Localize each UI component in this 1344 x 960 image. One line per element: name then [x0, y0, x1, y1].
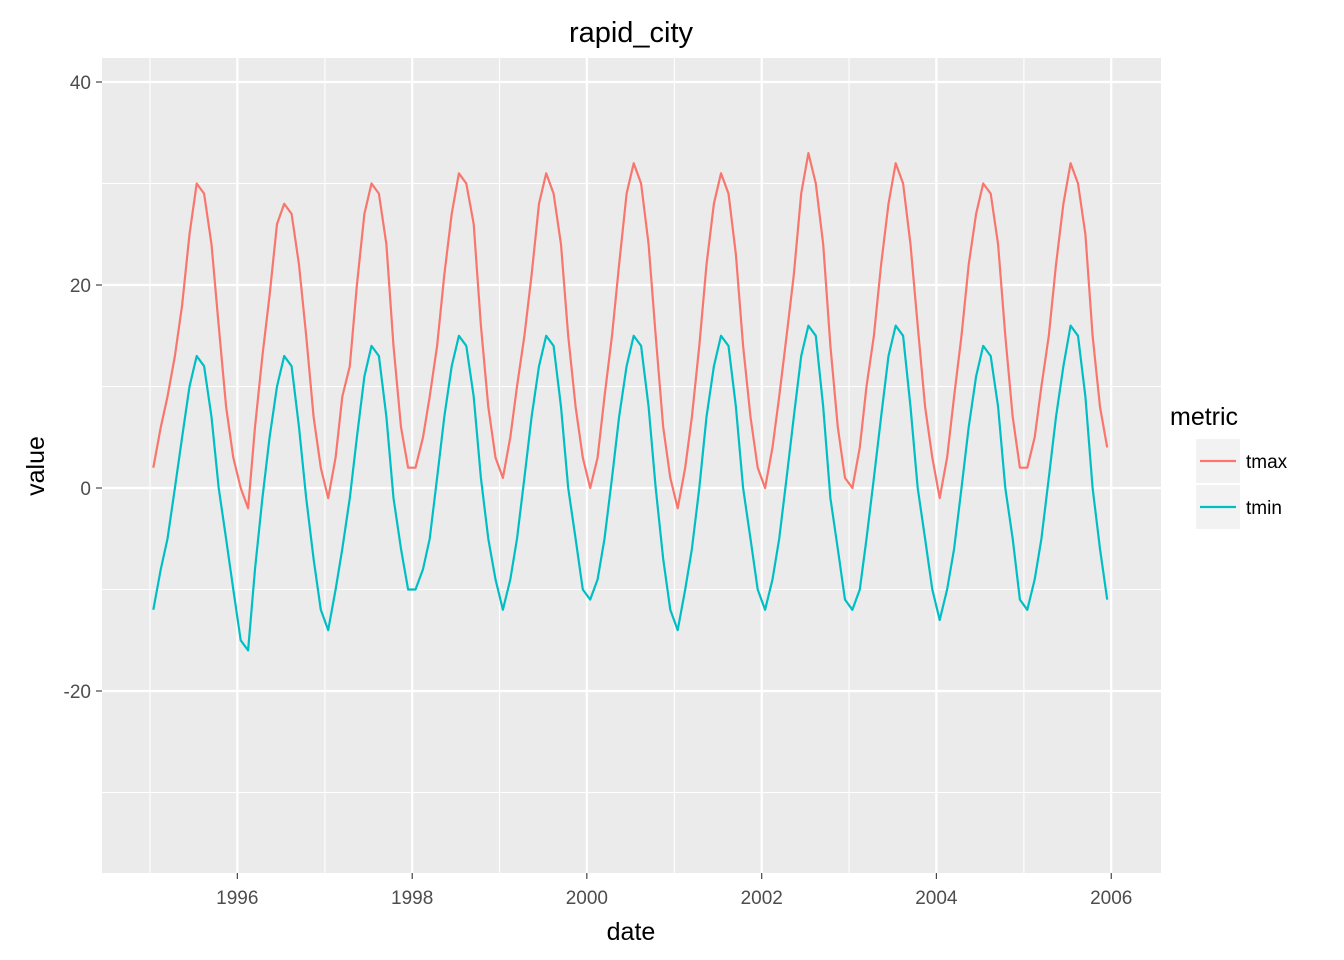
series-line-tmin — [152, 324, 1109, 652]
x-tick-label: 1996 — [216, 888, 258, 909]
x-tick-label: 2004 — [915, 888, 958, 909]
x-tick-label: 1998 — [391, 888, 433, 909]
y-tick-label: 40 — [70, 73, 91, 94]
y-axis-ticks: -20 0 20 40 — [64, 73, 102, 703]
minor-gridlines — [102, 58, 1161, 873]
plot-panel — [102, 58, 1161, 873]
chart-title: rapid_city — [569, 17, 694, 49]
y-tick-label: 20 — [70, 276, 91, 297]
y-tick-label: 0 — [80, 479, 91, 500]
y-tick-label: -20 — [64, 682, 91, 703]
series-line-tmax — [152, 152, 1109, 510]
legend-title: metric — [1170, 403, 1238, 431]
x-axis-title: date — [607, 918, 656, 946]
legend: metric tmax tmin — [1170, 403, 1288, 529]
x-tick-label: 2000 — [566, 888, 608, 909]
x-axis-ticks: 1996 1998 2000 2002 2004 2006 — [216, 873, 1132, 909]
y-axis-title: value — [22, 436, 50, 496]
legend-label-tmin: tmin — [1246, 498, 1282, 519]
legend-label-tmax: tmax — [1246, 452, 1288, 473]
x-tick-label: 2006 — [1090, 888, 1132, 909]
series-layer — [152, 152, 1109, 652]
major-gridlines — [102, 58, 1161, 873]
x-tick-label: 2002 — [741, 888, 783, 909]
